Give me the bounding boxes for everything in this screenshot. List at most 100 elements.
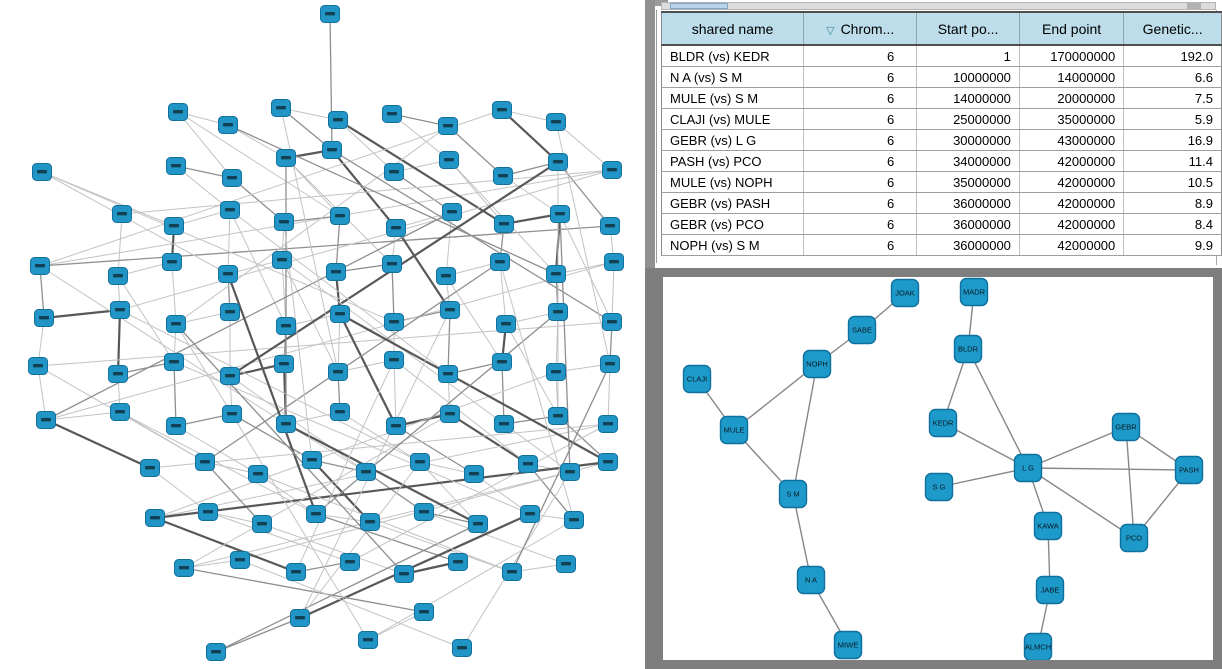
network-node[interactable] <box>564 511 584 529</box>
table-row[interactable]: MULE (vs) S M 6 14000000 20000000 7.5 <box>661 87 1222 109</box>
network-node-ALMCH[interactable]: ALMCH <box>1023 632 1053 662</box>
network-node-CLAJI[interactable]: CLAJI <box>682 364 712 394</box>
network-node[interactable] <box>382 105 402 123</box>
column-header-4[interactable]: Genetic... <box>1123 11 1222 46</box>
network-node[interactable] <box>410 453 430 471</box>
table-row[interactable]: MULE (vs) NOPH 6 35000000 42000000 10.5 <box>661 171 1222 193</box>
network-node[interactable] <box>518 455 538 473</box>
overview-network-canvas[interactable] <box>0 0 645 669</box>
network-node[interactable] <box>464 465 484 483</box>
network-node[interactable] <box>110 403 130 421</box>
network-node[interactable] <box>438 365 458 383</box>
network-node[interactable] <box>164 217 184 235</box>
network-node-MULE[interactable]: MULE <box>719 415 749 445</box>
network-node[interactable] <box>439 151 459 169</box>
network-node-JABE[interactable]: JABE <box>1035 575 1065 605</box>
network-node[interactable] <box>556 555 576 573</box>
network-node[interactable] <box>276 317 296 335</box>
network-node[interactable] <box>360 513 380 531</box>
network-node-GEBR[interactable]: GEBR <box>1111 412 1141 442</box>
network-node[interactable] <box>320 5 340 23</box>
column-header-3[interactable]: End point <box>1018 11 1124 46</box>
table-row[interactable]: PASH (vs) PCO 6 34000000 42000000 11.4 <box>661 150 1222 172</box>
filter-funnel-icon[interactable]: ▽ <box>826 24 835 37</box>
network-node[interactable] <box>436 267 456 285</box>
network-node[interactable] <box>162 253 182 271</box>
detail-network-canvas[interactable]: JOAK MADR SABE BLDR NOPH CLAJI GEBR KEDR MULE L G… <box>663 277 1213 662</box>
column-header-2[interactable]: Start po... <box>916 11 1020 46</box>
network-node[interactable] <box>602 161 622 179</box>
network-node[interactable] <box>384 313 404 331</box>
network-node[interactable] <box>598 453 618 471</box>
network-node[interactable] <box>112 205 132 223</box>
network-node[interactable] <box>330 207 350 225</box>
network-node-MADR[interactable]: MADR <box>959 277 989 307</box>
network-node[interactable] <box>490 253 510 271</box>
network-node[interactable] <box>520 505 540 523</box>
table-row[interactable]: GEBR (vs) PASH 6 36000000 42000000 8.9 <box>661 192 1222 214</box>
network-node[interactable] <box>166 157 186 175</box>
network-node-S M[interactable]: S M <box>778 479 808 509</box>
network-node[interactable] <box>438 117 458 135</box>
network-node-PASH[interactable]: PASH <box>1174 455 1204 485</box>
network-node[interactable] <box>502 563 522 581</box>
network-node[interactable] <box>548 153 568 171</box>
network-node[interactable] <box>560 463 580 481</box>
network-node[interactable] <box>386 417 406 435</box>
network-node[interactable] <box>140 459 160 477</box>
network-node[interactable] <box>600 355 620 373</box>
network-node[interactable] <box>220 303 240 321</box>
network-node[interactable] <box>222 405 242 423</box>
network-node[interactable] <box>440 301 460 319</box>
network-node[interactable] <box>414 503 434 521</box>
network-node[interactable] <box>174 559 194 577</box>
network-node[interactable] <box>496 315 516 333</box>
network-node[interactable] <box>548 303 568 321</box>
network-node[interactable] <box>276 149 296 167</box>
network-node-MIWE[interactable]: MIWE <box>833 630 863 660</box>
network-node[interactable] <box>442 203 462 221</box>
network-node[interactable] <box>394 565 414 583</box>
network-node[interactable] <box>36 411 56 429</box>
network-node[interactable] <box>440 405 460 423</box>
network-node[interactable] <box>34 309 54 327</box>
network-node[interactable] <box>220 201 240 219</box>
network-node[interactable] <box>494 415 514 433</box>
network-node[interactable] <box>198 503 218 521</box>
network-node[interactable] <box>108 267 128 285</box>
network-node[interactable] <box>110 301 130 319</box>
network-node[interactable] <box>206 643 226 661</box>
network-node[interactable] <box>384 351 404 369</box>
network-node[interactable] <box>546 363 566 381</box>
network-node[interactable] <box>550 205 570 223</box>
network-node[interactable] <box>108 365 128 383</box>
network-node[interactable] <box>272 251 292 269</box>
network-node-L G[interactable]: L G <box>1013 453 1043 483</box>
network-node[interactable] <box>286 563 306 581</box>
network-node[interactable] <box>222 169 242 187</box>
table-scrollbar-thumb[interactable] <box>670 3 728 9</box>
network-node[interactable] <box>195 453 215 471</box>
network-node-SABE[interactable]: SABE <box>847 315 877 345</box>
network-node[interactable] <box>468 515 488 533</box>
network-node[interactable] <box>271 99 291 117</box>
network-node[interactable] <box>218 116 238 134</box>
network-node[interactable] <box>546 113 566 131</box>
network-node[interactable] <box>302 451 322 469</box>
network-node[interactable] <box>356 463 376 481</box>
network-node[interactable] <box>492 101 512 119</box>
network-node[interactable] <box>306 505 326 523</box>
table-row[interactable]: CLAJI (vs) MULE 6 25000000 35000000 5.9 <box>661 108 1222 130</box>
network-node[interactable] <box>164 353 184 371</box>
network-node[interactable] <box>276 415 296 433</box>
network-node[interactable] <box>166 417 186 435</box>
network-node[interactable] <box>274 213 294 231</box>
table-row[interactable]: NOPH (vs) S M 6 36000000 42000000 9.9 <box>661 234 1222 256</box>
table-row[interactable]: GEBR (vs) PCO 6 36000000 42000000 8.4 <box>661 213 1222 235</box>
network-node[interactable] <box>604 253 624 271</box>
network-node[interactable] <box>492 353 512 371</box>
network-node[interactable] <box>248 465 268 483</box>
network-node[interactable] <box>322 141 342 159</box>
network-node[interactable] <box>546 265 566 283</box>
network-node[interactable] <box>598 415 618 433</box>
